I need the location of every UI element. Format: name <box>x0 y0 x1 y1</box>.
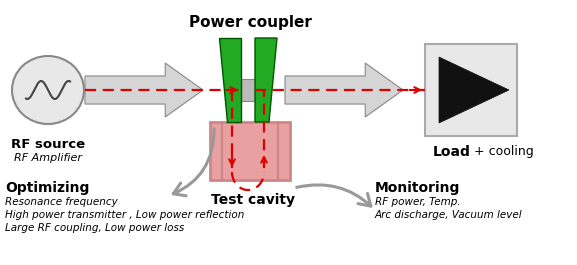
Polygon shape <box>285 63 403 117</box>
Polygon shape <box>439 57 509 123</box>
FancyArrowPatch shape <box>297 185 371 206</box>
Text: Large RF coupling, Low power loss: Large RF coupling, Low power loss <box>5 223 184 233</box>
Polygon shape <box>219 38 241 122</box>
Bar <box>241 79 255 101</box>
Text: RF power, Temp.: RF power, Temp. <box>375 197 460 207</box>
Text: High power transmitter , Low power reflection: High power transmitter , Low power refle… <box>5 210 245 220</box>
Text: RF source: RF source <box>11 139 85 152</box>
Text: Power coupler: Power coupler <box>189 15 312 29</box>
Text: Optimizing: Optimizing <box>5 181 89 195</box>
Ellipse shape <box>12 56 84 124</box>
FancyArrowPatch shape <box>173 129 214 196</box>
Text: Arc discharge, Vacuum level: Arc discharge, Vacuum level <box>375 210 523 220</box>
Text: Load: Load <box>433 145 471 159</box>
Polygon shape <box>85 63 203 117</box>
Bar <box>210 122 290 180</box>
Text: Resonance frequency: Resonance frequency <box>5 197 118 207</box>
Text: RF Amplifier: RF Amplifier <box>14 153 82 163</box>
Polygon shape <box>255 38 277 122</box>
Text: + cooling: + cooling <box>470 145 534 158</box>
Bar <box>425 44 517 136</box>
Text: Test cavity: Test cavity <box>211 193 295 207</box>
Text: Monitoring: Monitoring <box>375 181 460 195</box>
